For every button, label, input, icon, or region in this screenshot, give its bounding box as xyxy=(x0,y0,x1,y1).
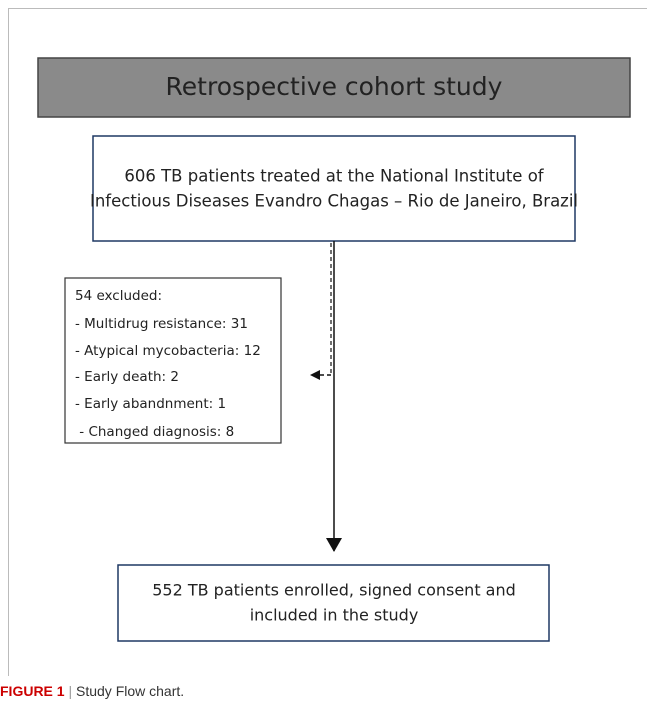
exclusion-line: - Changed diagnosis: 8 xyxy=(75,424,234,440)
header-title: Retrospective cohort study xyxy=(166,72,503,101)
header-box xyxy=(37,57,631,118)
top-box-line: 606 TB patients treated at the National … xyxy=(124,167,544,186)
caption-text: Study Flow chart. xyxy=(76,683,184,699)
exclusion-line: - Atypical mycobacteria: 12 xyxy=(75,343,261,359)
exclusion-box xyxy=(64,277,282,444)
bottom-box-line: included in the study xyxy=(250,606,419,625)
exclusion-line: 54 excluded: xyxy=(75,288,162,304)
bottom-box-line: 552 TB patients enrolled, signed consent… xyxy=(152,581,516,600)
exclusion-line: - Early death: 2 xyxy=(75,369,179,385)
exclusion-line: - Early abandnment: 1 xyxy=(75,396,226,412)
top-box xyxy=(92,135,576,242)
caption-label: FIGURE 1 xyxy=(0,683,65,699)
caption-separator: | xyxy=(68,683,72,699)
exclusion-line: - Multidrug resistance: 31 xyxy=(75,316,248,332)
top-box-line: Infectious Diseases Evandro Chagas – Rio… xyxy=(90,192,578,211)
caption: FIGURE 1 | Study Flow chart. xyxy=(0,683,184,699)
bottom-box xyxy=(117,564,550,642)
